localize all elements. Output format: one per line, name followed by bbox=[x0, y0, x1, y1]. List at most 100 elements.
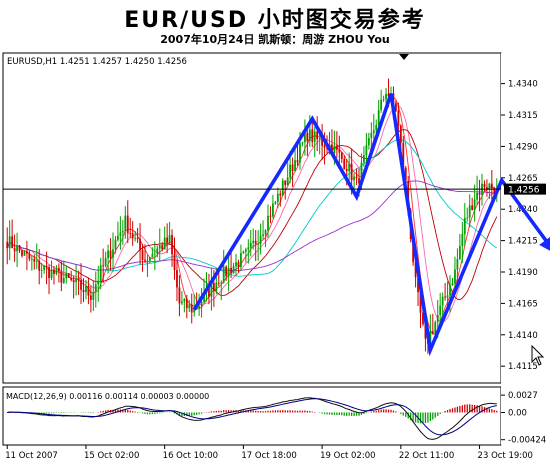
candle-body bbox=[289, 164, 292, 178]
candle-body bbox=[43, 265, 46, 270]
candle-body bbox=[156, 248, 159, 254]
candle-body bbox=[417, 277, 419, 293]
candle-body bbox=[235, 262, 237, 267]
candle-body bbox=[458, 245, 461, 260]
candle-body bbox=[321, 138, 324, 146]
candle-body bbox=[471, 205, 474, 211]
candle-body bbox=[176, 269, 178, 288]
price-tick-label: 1.4140 bbox=[508, 331, 538, 341]
candle-body bbox=[335, 145, 338, 150]
time-tick-label: 23 Oct 19:00 bbox=[478, 451, 533, 461]
candle-body bbox=[252, 240, 255, 243]
time-tick-label: 22 Oct 11:00 bbox=[399, 451, 454, 461]
current-price-label: 1.4256 bbox=[508, 185, 540, 195]
candle-body bbox=[274, 202, 277, 204]
candle-body bbox=[444, 296, 447, 298]
candle-body bbox=[254, 240, 257, 244]
candle-body bbox=[367, 138, 370, 146]
candle-body bbox=[53, 269, 55, 274]
price-tick-label: 1.4340 bbox=[508, 80, 538, 90]
moving-average-line bbox=[6, 180, 497, 271]
candle-body bbox=[75, 278, 78, 283]
candle-body bbox=[340, 152, 343, 160]
candle-body bbox=[301, 142, 304, 144]
candle-body bbox=[343, 159, 346, 170]
candle-body bbox=[166, 237, 169, 243]
symbol-info: EURUSD,H1 1.4251 1.4257 1.4250 1.4256 bbox=[7, 57, 187, 67]
price-tick-label: 1.4265 bbox=[508, 174, 538, 184]
candle-body bbox=[28, 253, 31, 259]
candle-body bbox=[97, 280, 100, 285]
candle-body bbox=[380, 99, 383, 111]
candle-body bbox=[6, 241, 9, 249]
analysis-zigzag-line bbox=[192, 93, 550, 357]
candle-body bbox=[404, 167, 407, 181]
candle-body bbox=[431, 331, 434, 334]
candle-body bbox=[121, 231, 124, 233]
candle-body bbox=[55, 268, 58, 274]
candle-body bbox=[35, 260, 38, 262]
candle-body bbox=[21, 250, 23, 256]
candle-body bbox=[131, 233, 134, 239]
candle-body bbox=[493, 188, 496, 195]
time-tick-label: 11 Oct 2007 bbox=[5, 451, 58, 461]
chart-title: EUR/USD 小时图交易参考 bbox=[124, 8, 426, 33]
candle-body bbox=[102, 265, 105, 267]
candle-body bbox=[281, 180, 284, 196]
candle-body bbox=[117, 235, 119, 240]
candle-body bbox=[94, 284, 97, 293]
candle-body bbox=[323, 145, 326, 148]
arrow-head-icon bbox=[539, 236, 550, 251]
candle-body bbox=[294, 160, 296, 172]
candle-body bbox=[436, 315, 439, 323]
candle-body bbox=[173, 254, 176, 270]
price-scale bbox=[501, 53, 550, 445]
candle-body bbox=[33, 258, 36, 262]
candle-body bbox=[397, 110, 400, 126]
candle-body bbox=[429, 331, 432, 344]
candle-body bbox=[333, 145, 336, 154]
candle-body bbox=[439, 305, 442, 316]
candle-body bbox=[215, 282, 218, 291]
candle-body bbox=[242, 251, 245, 254]
candle-body bbox=[227, 267, 230, 277]
candle-body bbox=[141, 249, 144, 260]
candle-body bbox=[483, 183, 486, 188]
candle-body bbox=[129, 233, 132, 234]
candle-body bbox=[220, 282, 223, 284]
candle-body bbox=[99, 265, 102, 281]
candle-body bbox=[87, 286, 90, 296]
candle-body bbox=[13, 247, 16, 252]
candle-body bbox=[279, 193, 282, 196]
candle-body bbox=[158, 245, 161, 249]
candle-body bbox=[355, 176, 358, 179]
candle-body bbox=[399, 125, 402, 143]
time-axis: 11 Oct 2007 15 Oct 02:00 16 Oct 10:00 17 Oc… bbox=[5, 445, 533, 461]
candle-body bbox=[185, 298, 188, 309]
candle-body bbox=[104, 258, 107, 266]
macd-tick-label: 0.0027 bbox=[508, 391, 538, 401]
candle-body bbox=[188, 304, 191, 309]
candle-body bbox=[225, 266, 228, 277]
candle-body bbox=[473, 199, 476, 211]
candle-body bbox=[48, 267, 50, 278]
candle-body bbox=[385, 93, 387, 100]
candle-body bbox=[424, 324, 427, 339]
candle-body bbox=[203, 292, 205, 302]
candle-body bbox=[60, 271, 63, 283]
candle-body bbox=[306, 132, 309, 142]
candle-body bbox=[478, 192, 481, 195]
candle-body bbox=[85, 286, 87, 293]
candle-body bbox=[348, 163, 351, 172]
candle-body bbox=[180, 301, 183, 304]
candle-body bbox=[208, 288, 210, 297]
candle-body bbox=[272, 203, 274, 217]
candle-body bbox=[402, 142, 405, 168]
candle-body bbox=[232, 266, 235, 274]
candle-body bbox=[466, 217, 469, 219]
macd-tick-label: -0.00424 bbox=[508, 436, 546, 446]
candle-body bbox=[247, 247, 250, 250]
price-tick-label: 1.4115 bbox=[508, 362, 538, 372]
candle-body bbox=[237, 262, 240, 267]
candle-body bbox=[244, 249, 247, 252]
